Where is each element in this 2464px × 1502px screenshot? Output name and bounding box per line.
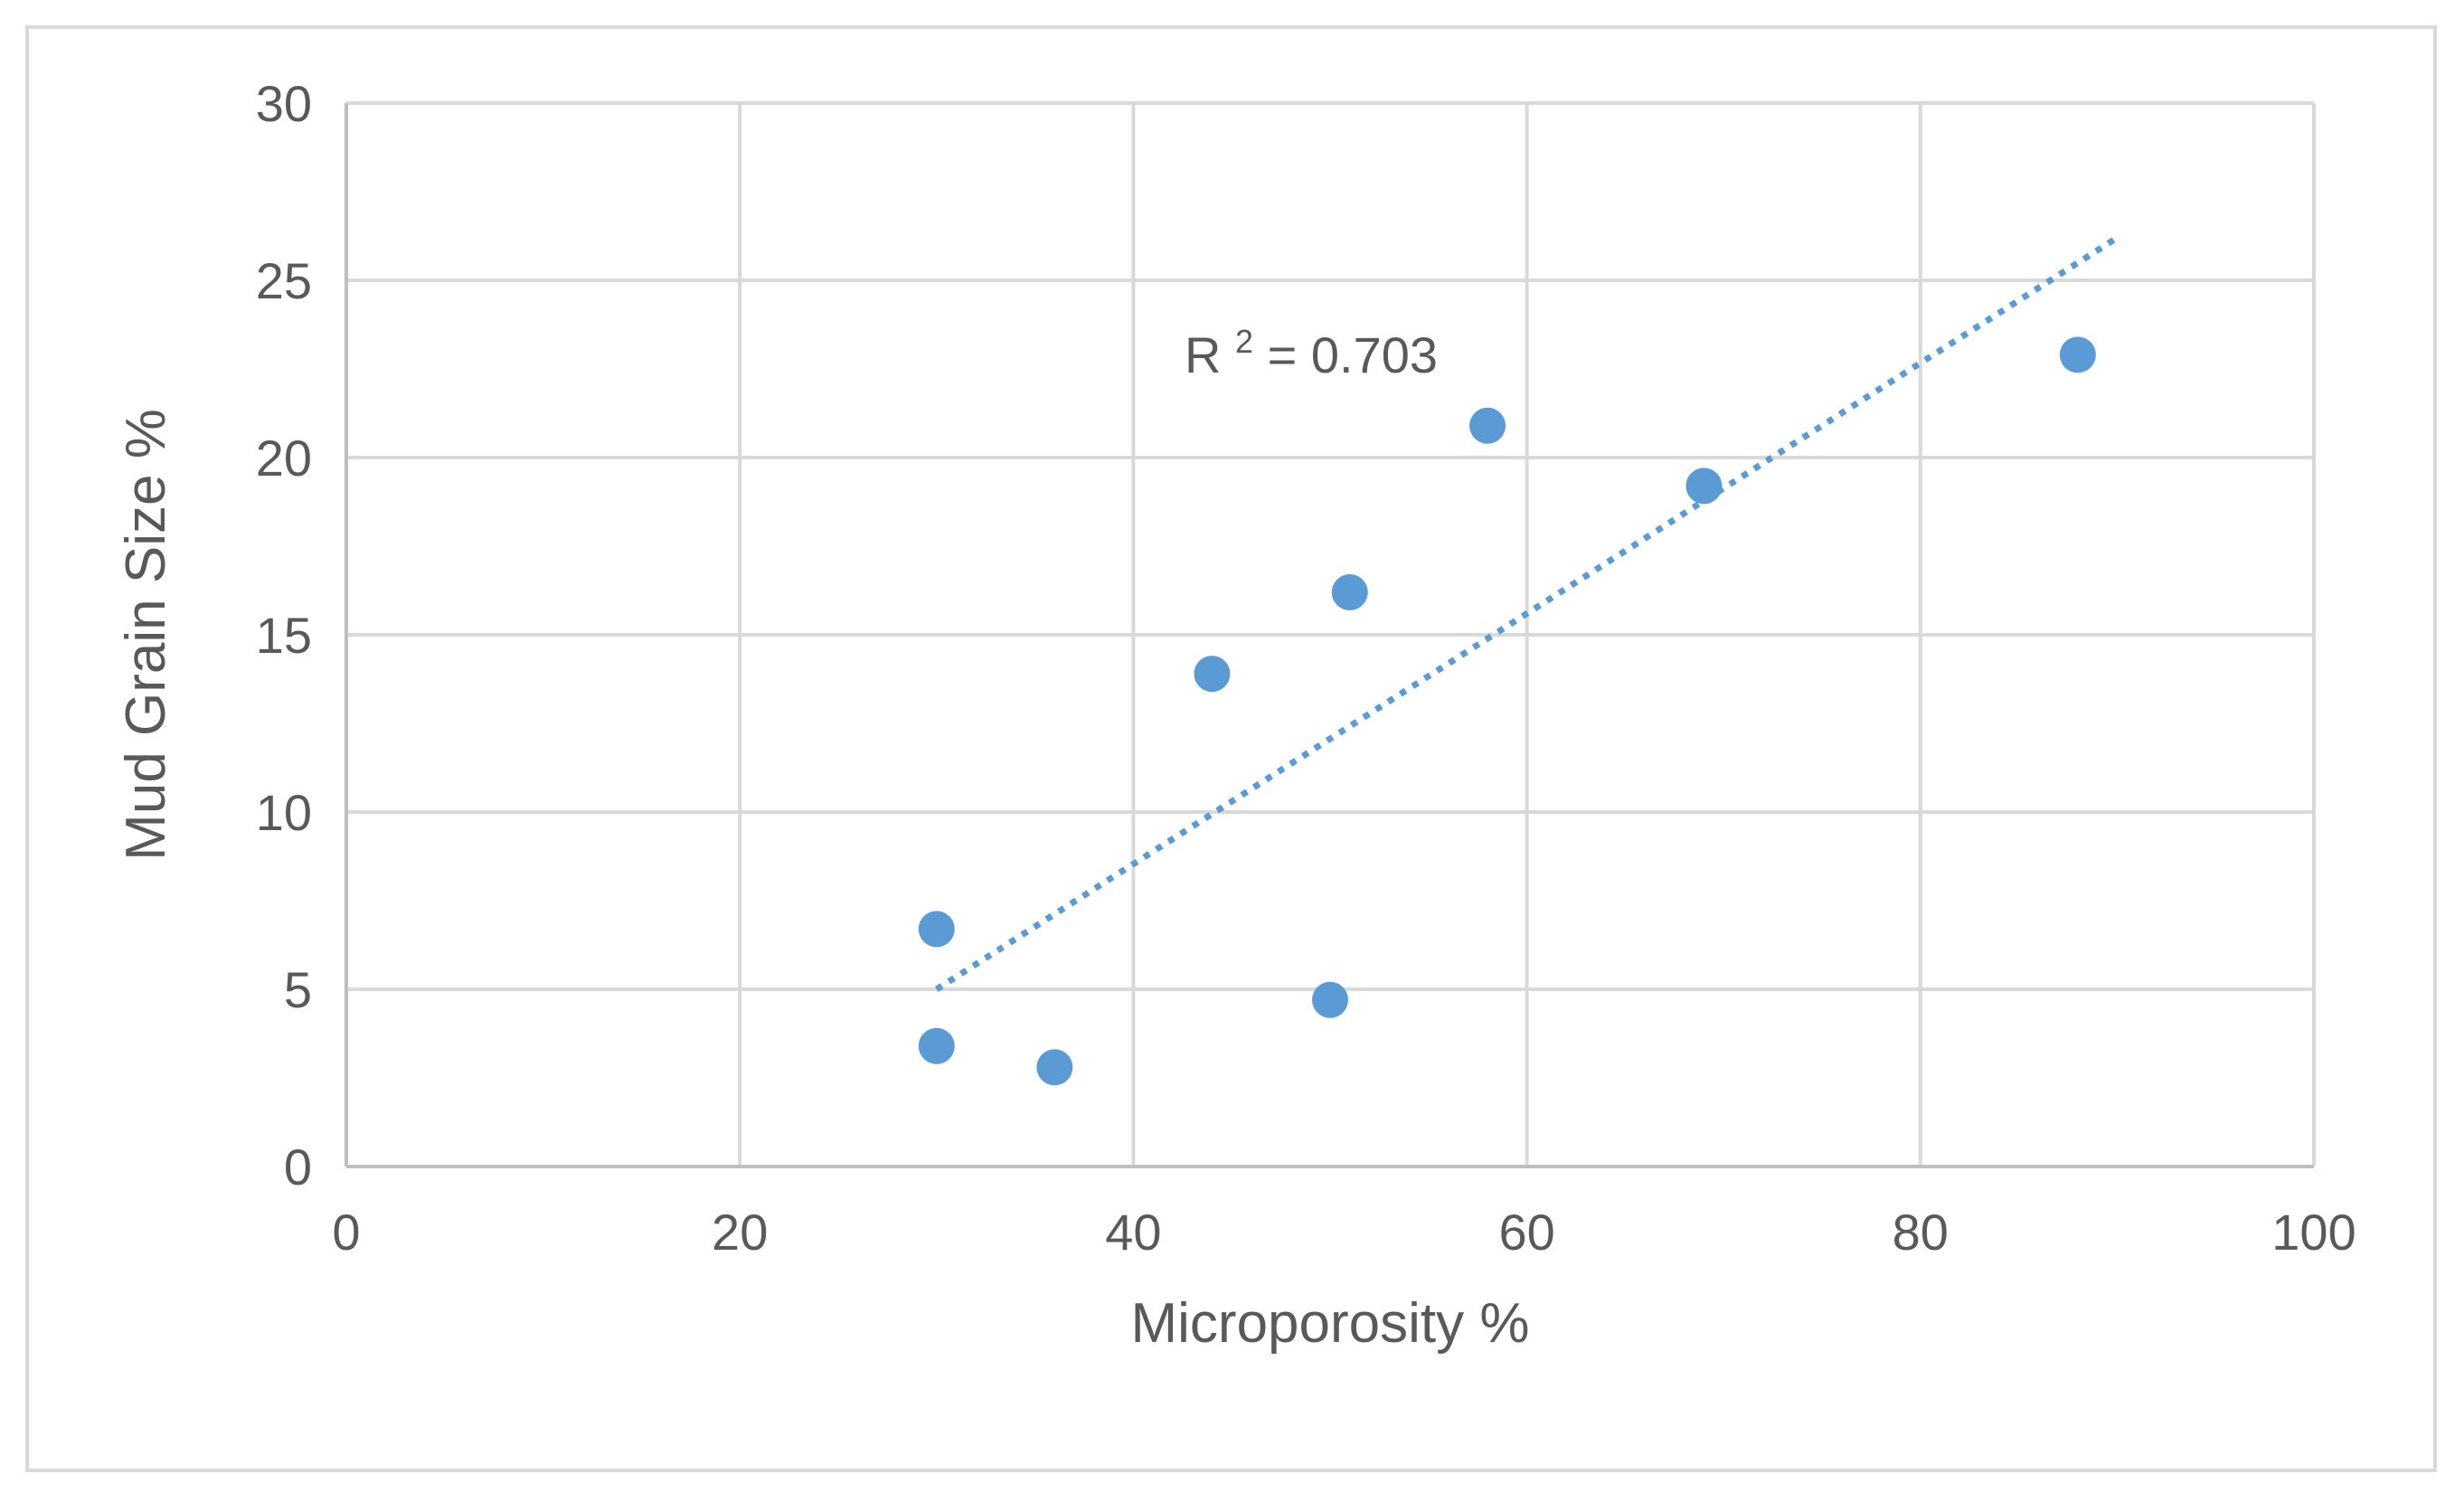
r-squared-superscript: 2 — [1235, 323, 1253, 360]
x-tick-label: 40 — [1105, 1204, 1161, 1261]
gridlines — [346, 101, 2316, 1167]
data-point — [1036, 1049, 1073, 1086]
r-squared-annotation: R 2 = 0.703 — [1185, 307, 1438, 383]
y-tick-label: 20 — [256, 430, 312, 486]
scatter-chart: 0 5 10 15 20 25 30 0 20 40 60 80 100 Microporosity %… — [115, 75, 2356, 1355]
tick-labels: 0 5 10 15 20 25 30 0 20 40 60 80 100 — [256, 75, 2356, 1261]
chart-frame: 0 5 10 15 20 25 30 0 20 40 60 80 100 Microporosity %… — [25, 25, 2437, 1472]
data-point — [918, 911, 955, 948]
y-tick-label: 15 — [256, 607, 312, 664]
r-squared-prefix: R — [1185, 326, 1221, 383]
data-point — [2059, 336, 2096, 373]
trendline — [934, 235, 2119, 992]
x-tick-label: 20 — [712, 1204, 768, 1261]
axes — [345, 103, 2314, 1168]
r-squared-value: = 0.703 — [1268, 326, 1438, 383]
y-tick-label: 25 — [256, 252, 312, 309]
x-tick-label: 80 — [1893, 1204, 1949, 1261]
data-point — [918, 1027, 955, 1064]
y-tick-label: 30 — [256, 75, 312, 132]
y-tick-label: 0 — [284, 1138, 312, 1195]
y-axis-title: Mud Grain Size % — [115, 409, 177, 861]
x-tick-label: 100 — [2271, 1204, 2355, 1261]
data-point — [1194, 656, 1231, 693]
x-axis-title: Microporosity % — [1131, 1292, 1530, 1355]
x-tick-label: 0 — [332, 1204, 360, 1261]
data-point — [1685, 468, 1723, 505]
data-point — [1312, 981, 1348, 1018]
y-tick-label: 5 — [284, 961, 312, 1018]
trendline-layer — [934, 235, 2119, 992]
y-tick-label: 10 — [256, 784, 312, 841]
x-tick-label: 60 — [1498, 1204, 1554, 1261]
data-point — [1331, 573, 1368, 610]
data-point — [1469, 407, 1506, 444]
data-points — [918, 336, 2096, 1086]
